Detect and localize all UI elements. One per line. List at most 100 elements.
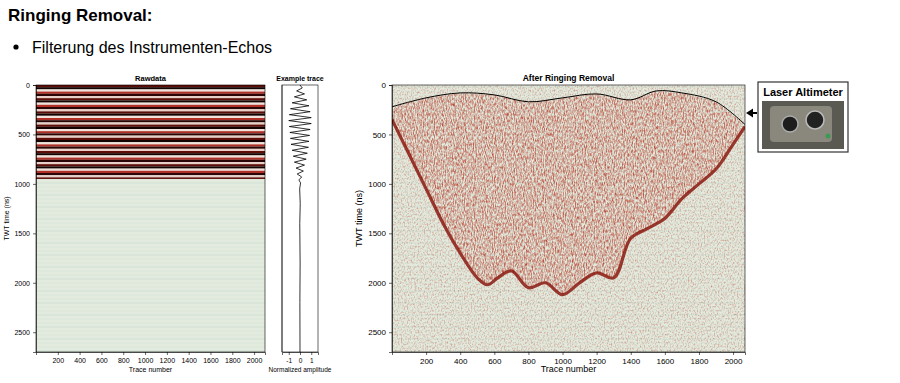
y-axis-title: TWT time (ns) — [3, 196, 11, 240]
tick: 2000 — [725, 352, 743, 366]
ringing-stripe — [36, 164, 265, 166]
tick: 1 — [310, 352, 314, 364]
photo-led — [826, 134, 831, 139]
ringing-stripe — [36, 87, 265, 89]
tick-label: 1400 — [181, 357, 197, 364]
ringing-stripe — [36, 171, 265, 173]
tick-label: 800 — [522, 357, 536, 366]
tick-mark — [33, 184, 36, 185]
tick-label: 0 — [382, 81, 387, 90]
background-line — [36, 163, 265, 164]
background-line — [36, 187, 265, 188]
ringing-band — [36, 85, 265, 179]
background-line — [36, 303, 265, 304]
tick: 500 — [18, 131, 36, 138]
background-line — [36, 339, 265, 340]
x-axis-title: Trace number — [129, 366, 173, 373]
plot-frame — [392, 85, 745, 352]
tick-label: 600 — [96, 357, 108, 364]
x-axis-title: Trace number — [541, 364, 597, 374]
ringing-stripe — [36, 175, 265, 177]
background-line — [36, 199, 265, 200]
photo-lens — [806, 111, 824, 129]
background-line — [36, 239, 265, 240]
panel-title: After Ringing Removal — [523, 73, 615, 83]
ringing-stripe — [36, 114, 265, 116]
tick-mark — [145, 352, 146, 355]
ringing-stripe — [36, 147, 265, 149]
axis: 200400600800100012001400160018002000 — [37, 352, 266, 364]
ringing-stripe — [36, 92, 265, 94]
ringing-stripe — [36, 149, 265, 151]
background-line — [36, 99, 265, 100]
background-line — [36, 307, 265, 308]
plot-background — [392, 85, 745, 352]
background-line — [36, 347, 265, 348]
tick: 2500 — [14, 329, 36, 336]
axis-line — [393, 353, 746, 356]
tick-label: 400 — [454, 357, 468, 366]
tick: 1800 — [691, 352, 709, 366]
background-line — [36, 299, 265, 300]
tick-mark — [563, 352, 564, 355]
background-line — [36, 203, 265, 204]
tick: 1000 — [138, 352, 154, 364]
background-line — [36, 211, 265, 212]
axis-line — [283, 353, 319, 356]
background-line — [36, 195, 265, 196]
tick: 2000 — [247, 352, 263, 364]
panel-title: Example trace — [276, 75, 324, 83]
ringing-stripe — [36, 153, 265, 155]
tick: 800 — [522, 352, 536, 366]
tick-mark — [389, 283, 392, 284]
background-line — [36, 255, 265, 256]
ringing-stripe — [36, 96, 265, 98]
tick: 600 — [96, 352, 108, 364]
tick: -1 — [286, 352, 292, 364]
ringing-stripe — [36, 142, 265, 144]
tick-mark — [597, 352, 598, 355]
tick-label: 1000 — [368, 180, 386, 189]
noise-texture — [392, 85, 745, 352]
axis-line — [33, 86, 37, 353]
panel-title: Rawdata — [135, 74, 167, 83]
ringing-stripe — [36, 151, 265, 153]
background-line — [36, 119, 265, 120]
ringing-stripe — [36, 138, 265, 140]
tick-mark — [189, 352, 190, 355]
tick: 800 — [118, 352, 130, 364]
tick-label: 2000 — [14, 280, 30, 287]
background-line — [36, 331, 265, 332]
tick-label: -1 — [286, 357, 292, 364]
tick-mark — [733, 352, 734, 355]
trace-line — [289, 85, 312, 352]
background-line — [36, 243, 265, 244]
tick-label: 1600 — [656, 357, 674, 366]
axis: 05001000150020002500 — [14, 82, 36, 353]
tick-label: 0 — [26, 82, 30, 89]
tick-label: 0 — [299, 357, 303, 364]
tick-label: 200 — [52, 357, 64, 364]
tick-mark — [389, 85, 392, 86]
background-line — [36, 251, 265, 252]
tick-mark — [528, 352, 529, 355]
background-line — [36, 223, 265, 224]
background-line — [36, 215, 265, 216]
axis-line — [389, 86, 393, 353]
photo-device — [770, 106, 832, 142]
tick: 0 — [382, 81, 392, 90]
tick: 200 — [420, 352, 434, 366]
tick-label: 1500 — [14, 230, 30, 237]
tick-label: 1400 — [622, 357, 640, 366]
ringing-stripe — [36, 160, 265, 162]
photo-lens — [782, 116, 798, 132]
ringing-stripe — [36, 169, 265, 171]
ringing-stripe — [36, 120, 265, 122]
ringing-stripe — [36, 89, 265, 91]
background-line — [36, 291, 265, 292]
tick-mark — [311, 352, 312, 355]
bullet: Filterung des Instrumenten-Echos — [32, 39, 272, 56]
reflector-line — [392, 120, 745, 295]
background-lines — [36, 87, 265, 351]
background-line — [36, 315, 265, 316]
